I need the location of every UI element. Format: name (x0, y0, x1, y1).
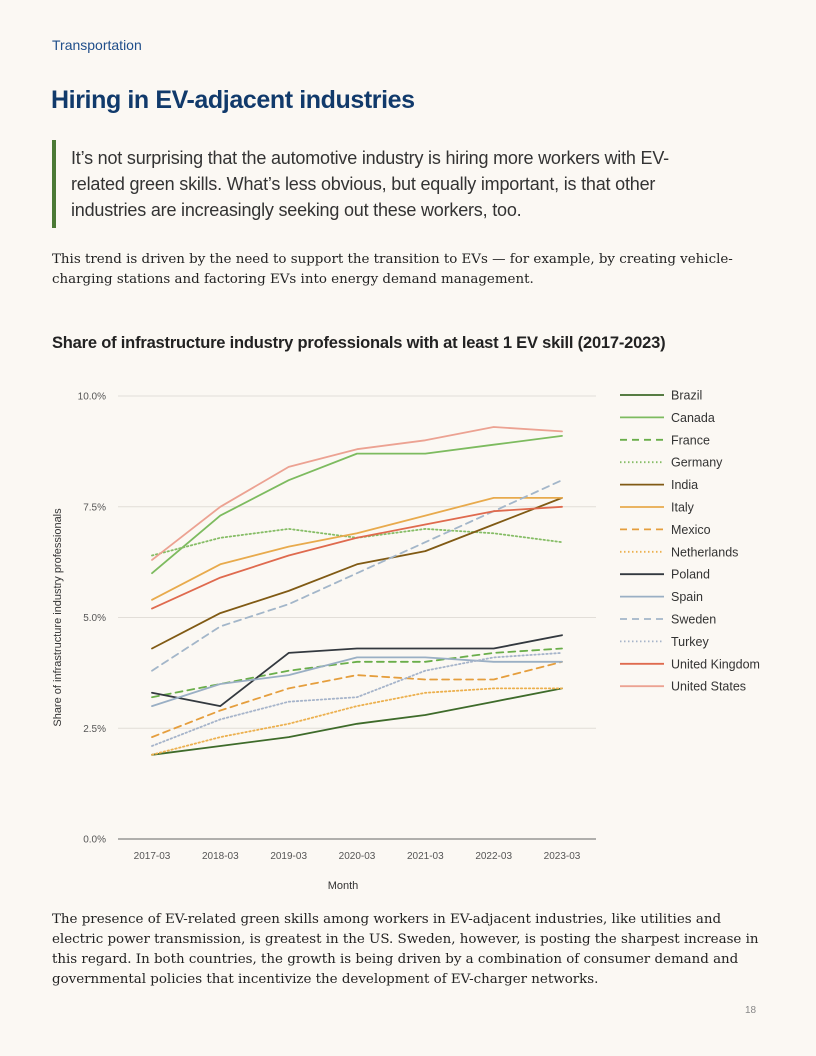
legend-label: Canada (671, 411, 715, 425)
series-line-india (151, 497, 563, 650)
x-tick-label: 2023-03 (544, 851, 581, 862)
legend-label: Spain (671, 590, 703, 604)
series-line-united-kingdom (151, 505, 563, 610)
legend-label: United States (671, 680, 746, 694)
series-line-sweden (151, 479, 563, 672)
section-label: Transportation (52, 37, 142, 53)
y-axis-title: Share of infrastructure industry profess… (52, 508, 64, 727)
x-tick-label: 2021-03 (407, 851, 444, 862)
series-line-mexico (151, 660, 563, 739)
legend-label: Brazil (671, 389, 702, 403)
series-line-turkey (151, 651, 563, 747)
y-tick-label: 7.5% (83, 502, 106, 513)
line-chart: 0.0% 2.5% 5.0% 7.5% 10.0% 2017-03 2018-03 2019-… (52, 389, 760, 893)
series-line-poland (151, 634, 563, 708)
legend-label: Netherlands (671, 545, 738, 559)
y-tick-label: 2.5% (83, 724, 106, 735)
legend-label: India (671, 478, 698, 492)
legend-label: Turkey (671, 635, 709, 649)
x-tick-label: 2020-03 (339, 851, 376, 862)
series-line-netherlands (151, 687, 563, 756)
legend-label: Germany (671, 456, 723, 470)
y-tick-label: 10.0% (78, 392, 106, 403)
series-line-canada (151, 435, 563, 575)
chart-title: Share of infrastructure industry profess… (52, 334, 666, 352)
x-tick-label: 2017-03 (134, 851, 171, 862)
series-line-france (151, 647, 563, 699)
legend-label: Mexico (671, 523, 711, 537)
pull-quote: It’s not surprising that the automotive … (71, 148, 669, 220)
series-line-italy (151, 497, 563, 601)
quote-accent-bar (52, 140, 56, 228)
legend-label: Italy (671, 501, 695, 515)
page-number: 18 (745, 1005, 757, 1016)
x-tick-label: 2018-03 (202, 851, 239, 862)
intro-paragraph: This trend is driven by the need to supp… (52, 252, 733, 287)
series-line-united-states (151, 426, 563, 561)
legend-label: France (671, 433, 710, 447)
legend-label: Poland (671, 568, 710, 582)
series-line-spain (151, 656, 563, 708)
x-axis-title: Month (328, 880, 359, 892)
series-line-brazil (151, 687, 563, 756)
outro-paragraph: The presence of EV-related green skills … (52, 912, 759, 987)
page-heading: Hiring in EV-adjacent industries (51, 86, 415, 114)
legend-label: United Kingdom (671, 657, 760, 671)
legend-label: Sweden (671, 613, 716, 627)
x-tick-label: 2019-03 (270, 851, 307, 862)
x-tick-label: 2022-03 (475, 851, 512, 862)
y-tick-label: 0.0% (83, 835, 106, 846)
y-tick-label: 5.0% (83, 613, 106, 624)
